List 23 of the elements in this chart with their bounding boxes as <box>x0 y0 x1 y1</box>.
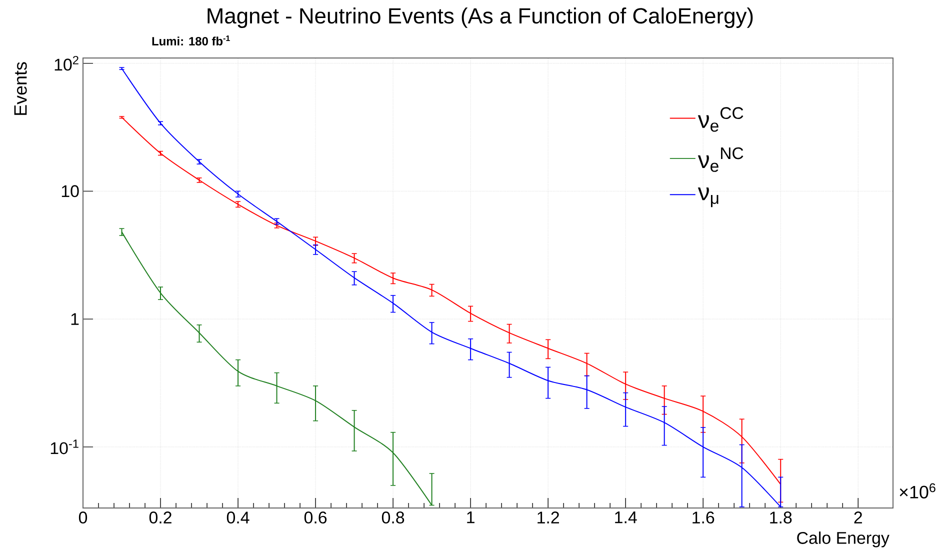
x-tick-label: 0.6 <box>304 512 327 524</box>
chart-subtitle: Lumi: 180 fb$^{-1}$ <box>152 36 230 46</box>
x-tick-label: 0 <box>78 512 88 524</box>
x-tick-label: 1.6 <box>692 512 714 524</box>
x-tick-label: 1.2 <box>538 512 559 524</box>
y-axis-title: Events <box>14 62 27 115</box>
x-tick-label: 1 <box>467 512 474 524</box>
x-tick-label: 1.8 <box>770 512 792 524</box>
y-tick-label: 10$^{2}$ <box>54 56 78 71</box>
legend-label: ν$_{e}$NC <box>698 147 744 172</box>
legend-label: ν$_{e}$CC <box>698 107 744 132</box>
x-tick-label: 0.8 <box>382 512 404 524</box>
x-tick-label: 0.4 <box>226 512 250 524</box>
x-tick-label: 2 <box>854 512 862 524</box>
y-tick-label: 10$^{-1}$ <box>50 440 78 454</box>
y-tick-label: 1 <box>71 313 79 325</box>
legend-label: ν$_{μ}$ <box>698 188 718 208</box>
x-axis-title: Calo Energy <box>797 532 890 548</box>
chart-title: Magnet - Neutrino Events (As a Function of CaloEnergy) <box>208 8 753 28</box>
y-tick-label: 10 <box>62 185 79 198</box>
x-tick-label: 1.4 <box>615 512 637 524</box>
text: ×10$^{6}$ <box>900 483 936 498</box>
x-tick-label: 0.2 <box>149 512 172 524</box>
